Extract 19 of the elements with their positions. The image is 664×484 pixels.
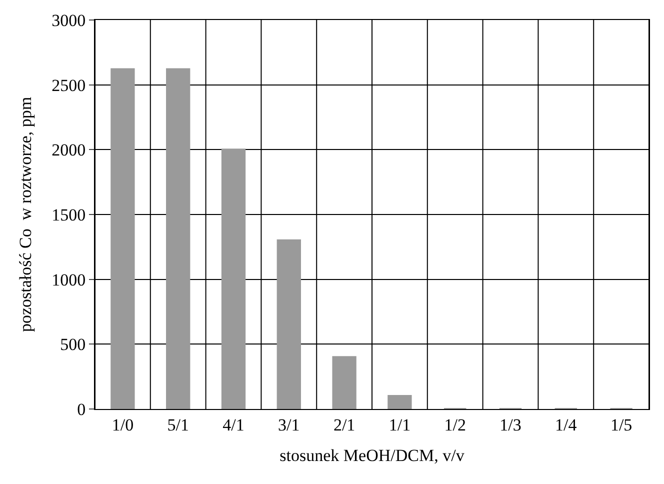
x-axis-title: stosunek MeOH/DCM, v/v — [280, 446, 465, 465]
x-tick-label: 1/2 — [444, 415, 466, 434]
x-tick-label: 1/4 — [555, 415, 578, 434]
y-tick-label: 3000 — [52, 10, 86, 30]
x-tick-label: 3/1 — [278, 415, 300, 434]
y-tick-label: 1000 — [52, 270, 86, 290]
x-tick-label: 5/1 — [167, 415, 189, 434]
x-tick-label: 2/1 — [333, 415, 356, 434]
x-tick-label: 1/1 — [388, 415, 411, 434]
y-tick-label: 1500 — [52, 205, 86, 224]
x-tick-label: 1/3 — [500, 415, 522, 434]
y-tick-label: 2000 — [52, 140, 86, 160]
x-tick-label: 1/5 — [610, 415, 632, 434]
y-tick-label: 500 — [60, 335, 86, 354]
x-tick-label: 4/1 — [222, 415, 244, 434]
y-tick-label: 2500 — [52, 76, 86, 95]
y-axis-title: pozostałość Co w roztworze, ppm — [16, 96, 36, 332]
x-tick-label: 1/0 — [112, 415, 134, 434]
y-tick-label: 0 — [77, 400, 86, 419]
